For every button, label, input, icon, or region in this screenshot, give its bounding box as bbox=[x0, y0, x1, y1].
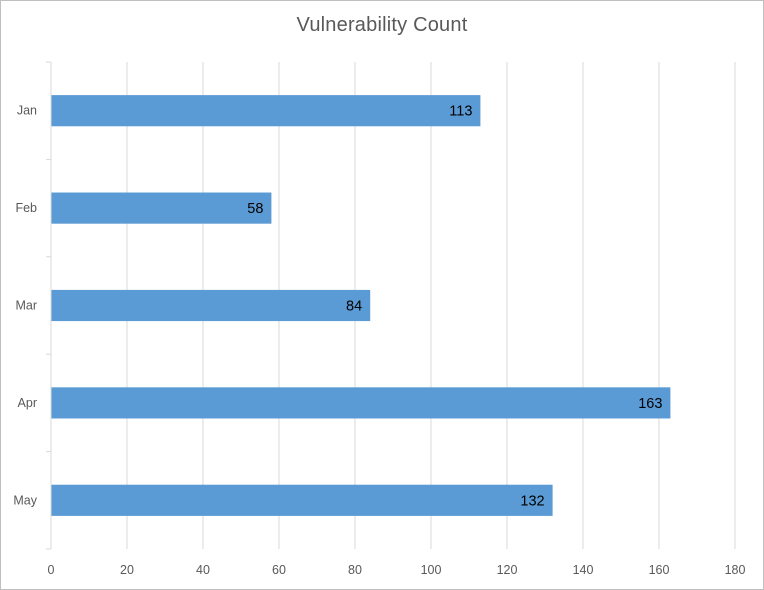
bar-feb bbox=[51, 192, 272, 224]
bar-apr bbox=[51, 387, 671, 419]
x-tick-label: 160 bbox=[649, 563, 670, 577]
x-tick-label: 60 bbox=[272, 563, 286, 577]
x-tick-label: 0 bbox=[48, 563, 55, 577]
category-label-feb: Feb bbox=[15, 201, 37, 215]
bar-may bbox=[51, 484, 553, 516]
x-tick-label: 100 bbox=[421, 563, 442, 577]
category-label-mar: Mar bbox=[15, 299, 37, 313]
x-tick-label: 180 bbox=[725, 563, 746, 577]
category-label-may: May bbox=[13, 493, 37, 507]
chart-title: Vulnerability Count bbox=[296, 14, 468, 36]
data-label-mar: 84 bbox=[346, 299, 362, 315]
x-tick-label: 40 bbox=[196, 563, 210, 577]
bar-jan bbox=[51, 95, 481, 127]
category-label-jan: Jan bbox=[17, 104, 37, 118]
x-tick-label: 80 bbox=[348, 563, 362, 577]
data-label-apr: 163 bbox=[638, 396, 662, 412]
category-label-apr: Apr bbox=[18, 396, 37, 410]
data-label-may: 132 bbox=[520, 493, 544, 509]
x-tick-label: 20 bbox=[120, 563, 134, 577]
data-label-feb: 58 bbox=[247, 201, 263, 217]
x-tick-label: 120 bbox=[497, 563, 518, 577]
data-label-jan: 113 bbox=[449, 104, 472, 120]
bar-mar bbox=[51, 289, 371, 322]
x-tick-label: 140 bbox=[573, 563, 594, 577]
